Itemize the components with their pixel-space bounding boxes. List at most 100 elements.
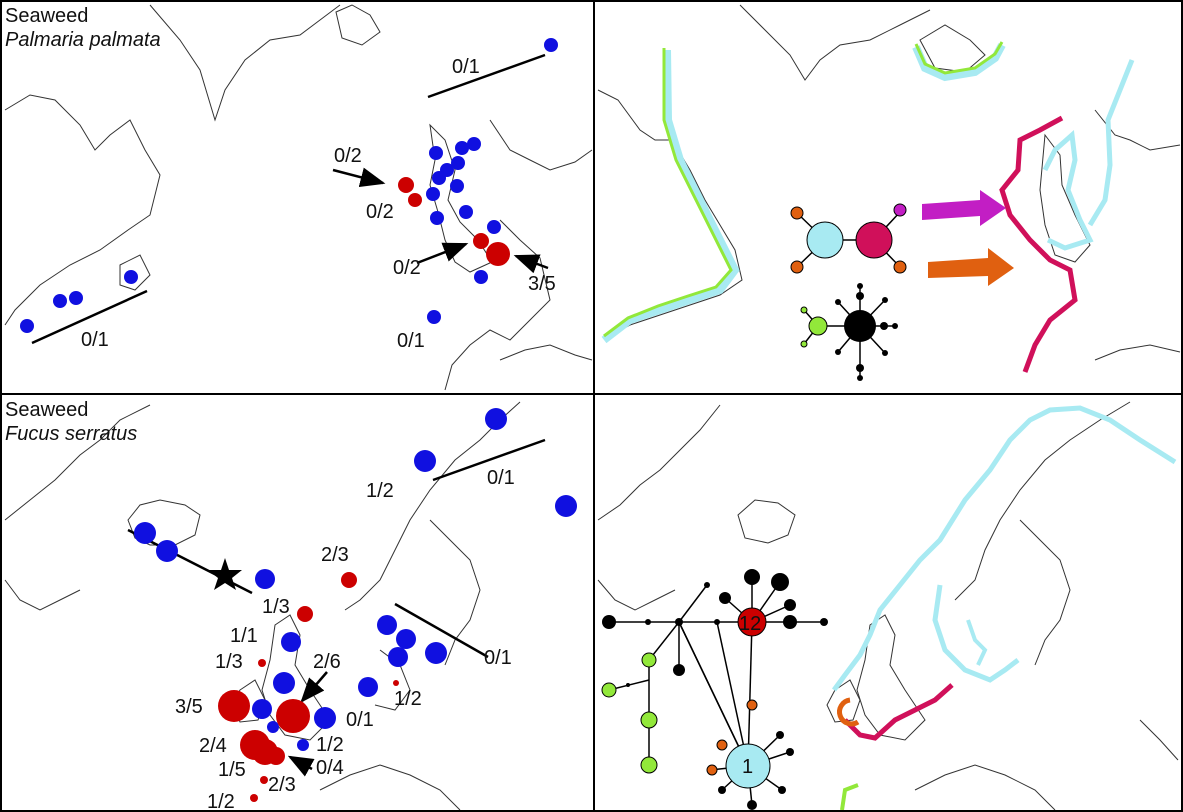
ratio-label: 0/1 [81,329,109,351]
sample-point [414,450,436,472]
network-node-label: 1 [742,756,753,778]
ratio-label: 3/5 [528,273,556,295]
coastline [319,764,461,811]
sample-point [281,632,301,652]
ratio-label: 2/4 [199,735,227,757]
sample-point [459,205,473,219]
range-cyan [966,619,988,666]
range-cyan [1042,129,1094,251]
ratio-label: 1/2 [366,480,394,502]
coastline [444,219,551,391]
sample-point [252,699,272,719]
group-line [432,438,546,482]
coastline [344,401,521,611]
arrow-icon [416,242,469,265]
arrow-icon [300,671,328,703]
arrow-icon [332,167,386,188]
sample-point [487,220,501,234]
range-lime [603,48,733,338]
sample-point [297,606,313,622]
coastline [1039,133,1091,263]
sample-point [20,319,34,333]
coastline [597,89,743,339]
range-cyan [912,43,1006,82]
species-label: Fucus serratus [5,423,137,445]
coastline [739,4,931,81]
ratio-label: 1/2 [207,791,235,812]
coastline [856,614,926,741]
range-lime [914,41,1004,75]
coastline [261,614,331,741]
sample-point [473,233,489,249]
sample-point [341,572,357,588]
coastline [1019,519,1071,666]
sample-point [69,291,83,305]
coastline [4,94,161,326]
coastline [954,401,1131,601]
haplotype-network [790,203,907,274]
coastline [597,579,676,611]
range-cyan [601,49,740,344]
sample-point [467,137,481,151]
ratio-label: 0/2 [366,201,394,223]
sample-point [297,739,309,751]
ratio-label: 1/5 [218,759,246,781]
coastline [1139,719,1179,761]
network-node-label: 12 [739,613,761,635]
sample-point [486,242,510,266]
panel-top-left: Seaweed Palmaria palmata 0/1 0/2 0/2 0/2… [4,4,593,391]
sample-point [258,659,266,667]
sample-point [276,699,310,733]
coastline [1094,344,1181,361]
ratio-label: 0/4 [316,757,344,779]
arrow-icon [922,190,1006,226]
sample-point [426,187,440,201]
sample-point [218,690,250,722]
sample-point [455,141,469,155]
sample-point [450,179,464,193]
ratio-label: 0/1 [452,56,480,78]
sample-point [267,747,285,765]
coastline [429,519,481,666]
coastline [4,404,151,521]
sample-points [134,408,577,802]
coastline [737,499,796,544]
sample-point [429,146,443,160]
range-orange [837,697,860,727]
coastline [149,4,341,122]
group-line [31,289,148,345]
panel-top-right [597,4,1181,381]
sample-point [124,270,138,284]
ratio-label: 1/3 [262,596,290,618]
ratio-label: 0/1 [397,330,425,352]
sample-point [260,776,268,784]
sample-point [432,171,446,185]
ratio-label: 0/1 [487,467,515,489]
panel-bottom-right: 12 1 [597,401,1179,811]
sample-point [427,310,441,324]
ratio-label: 1/2 [394,688,422,710]
range-cyan [1087,59,1135,227]
coastline [499,344,593,361]
sample-point [134,522,156,544]
sample-point [388,647,408,667]
sample-point [474,270,488,284]
coastline [489,119,593,171]
ratio-label: 1/2 [316,734,344,756]
sample-point [358,677,378,697]
ratio-label: 1/1 [230,625,258,647]
sample-point [156,540,178,562]
haplotype-network [800,283,898,381]
arrow-icon [513,254,549,274]
sample-point [250,794,258,802]
sample-point [396,629,416,649]
sample-point [430,211,444,225]
sample-point [255,569,275,589]
panel-bottom-left: Seaweed Fucus serratus 1/2 0/1 2/3 1/3 1… [4,399,577,812]
haplotype-network: 12 1 [601,569,828,810]
range-crimson [999,115,1078,373]
coastline [119,254,151,291]
ratio-label: 2/3 [321,544,349,566]
